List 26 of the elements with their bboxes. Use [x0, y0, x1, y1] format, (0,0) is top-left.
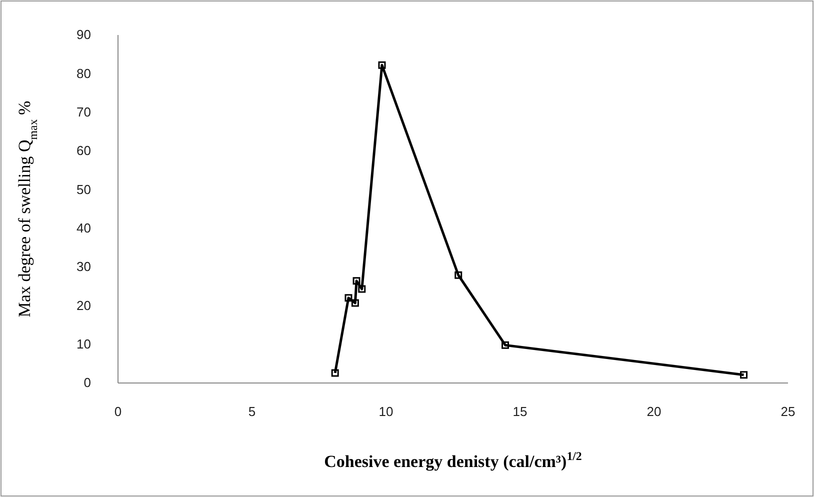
point: [352, 277, 360, 285]
y-tick-label: 70: [76, 104, 91, 120]
y-tick-label: 0: [84, 375, 91, 390]
point: [378, 61, 386, 69]
y-tick-label: 30: [76, 259, 91, 274]
point: [502, 341, 510, 349]
point: [331, 369, 339, 377]
x-tick-label: 5: [248, 404, 256, 420]
point: [358, 285, 366, 293]
y-tick-label: 80: [76, 66, 91, 81]
y-tick-label: 20: [76, 298, 91, 313]
y-tick-label: 10: [76, 336, 91, 352]
x-tick-label: 15: [512, 404, 528, 420]
point: [344, 294, 352, 302]
y-tick-label: 90: [76, 27, 91, 42]
x-tick-label: 20: [646, 404, 662, 420]
y-tick-label: 60: [76, 143, 91, 158]
point: [351, 299, 359, 307]
y-tick-label: 40: [76, 220, 91, 236]
x-tick-label: 10: [378, 404, 394, 420]
point: [740, 371, 748, 379]
x-tick-label: 25: [780, 404, 796, 420]
point: [454, 271, 462, 279]
x-tick-label: 0: [114, 404, 122, 420]
y-tick-label: 50: [76, 182, 91, 197]
x-axis-title: Cohesive energy denisty (cal/cm³)$^{1/2}$: [324, 449, 582, 471]
